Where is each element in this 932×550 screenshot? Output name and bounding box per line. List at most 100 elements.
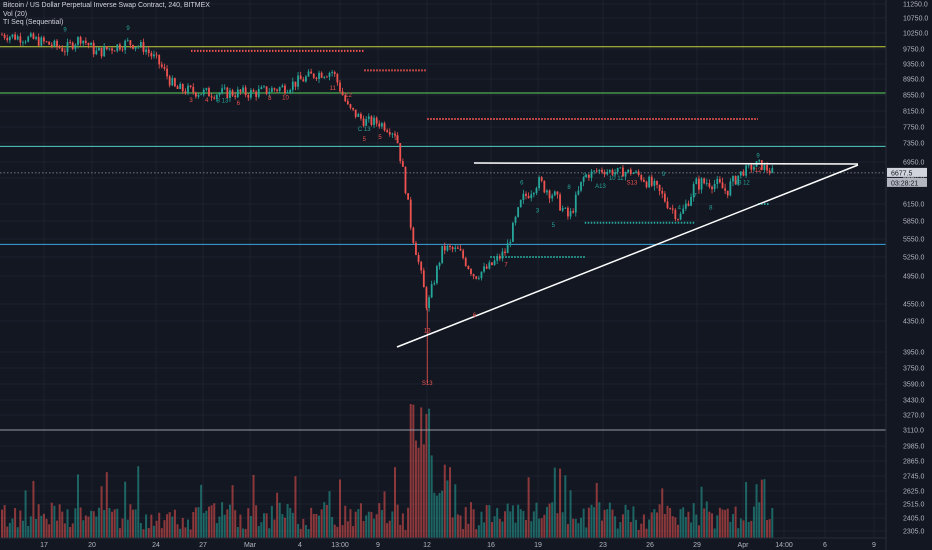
volume-bar [456,514,459,538]
volume-bar [553,467,556,538]
candle-body [375,117,378,124]
volume-bar [593,507,596,538]
price-tick-label: 10750.0 [903,16,928,23]
volume-bar [545,506,548,538]
volume-bar [1,509,3,538]
candle-body [168,76,171,86]
support-trendline[interactable] [396,164,859,348]
price-tick-label: 5250.0 [903,255,925,262]
candle-body [344,95,347,102]
volume-bar [501,521,504,538]
volume-bar [338,479,341,538]
volume-bar [650,512,653,538]
volume-bar [718,507,721,538]
volume-bar [255,505,258,538]
volume-bar [268,528,271,538]
candle-body [517,207,520,217]
sequential-count-label: 13 12 [735,181,751,187]
candle-body [561,208,564,211]
candle-body [294,81,297,87]
candle-body [87,42,90,46]
candle-body [307,71,310,77]
countdown-text: 03:28:21 [891,180,918,187]
sequential-count-label: 11 [330,86,337,92]
indicator-sequential[interactable]: TI Seq (Sequential) [3,19,64,26]
candle-body [643,179,645,182]
indicator-volume[interactable]: Vol (20) [3,10,28,18]
volume-bar [160,528,163,538]
candle-body [16,36,19,40]
candle-body [724,188,727,191]
volume-bar [483,522,486,538]
volume-bar [129,504,132,538]
volume-bar [95,516,98,538]
volume-bar [320,509,323,538]
volume-bar [221,502,224,538]
volume-bar [357,509,360,538]
volume-bar [205,510,208,538]
resistance-trendline[interactable] [473,162,859,165]
candle-body [163,66,166,69]
trendlines[interactable] [396,162,859,348]
volume-bar [747,521,750,538]
sequential-count-label: 9 [394,136,398,142]
candles [1,31,774,383]
candle-body [124,40,127,50]
volume-bar [627,509,630,538]
candle-body [645,181,648,188]
volume-bar [29,516,32,538]
volume-bar [21,520,24,538]
candle-body [328,72,331,77]
price-tick-label: 4550.0 [903,302,925,309]
candle-body [585,174,588,178]
candle-body [210,96,213,98]
time-axis[interactable]: 17 20 24 27 Mar 4 13:00 9 12 16 19 23 26 29 Apr 14:00 6 9 [0,537,886,549]
volume-bar [766,519,769,538]
volume-bar [173,509,176,538]
volume-bar [611,509,614,538]
volume-bar [559,468,562,538]
volume-bar [132,509,134,538]
volume-bar [556,513,559,538]
price-axis[interactable]: 11250.0 10750.0 10250.0 9750.0 9350.0 8950.0 8… [885,0,932,550]
volume-bar [97,507,100,538]
candle-body [768,170,771,173]
volume-bar [511,505,514,538]
candle-body [3,34,6,38]
candle-body [745,165,747,176]
candle-body [95,50,98,55]
candle-body [142,42,145,52]
sequential-count-label: 12 [755,168,762,174]
candle-body [50,44,53,46]
candle-body [771,168,774,173]
candle-body [491,262,493,265]
volume-bar [566,524,569,538]
candle-body [485,266,488,269]
volume-bar [134,509,137,538]
volume-bar [490,522,493,538]
candle-body [663,193,666,202]
candle-body [74,44,77,49]
candle-body [378,123,381,127]
volume-bar [433,492,436,538]
volume-bar [399,524,402,538]
candle-body [349,104,352,108]
candle-body [747,164,750,166]
sequential-count-label: 6 [520,181,524,187]
volume-bar [624,504,627,538]
volume-bar [517,504,520,538]
candle-body [357,113,360,117]
candle-body [535,188,538,194]
candle-body [92,42,95,55]
volume-bar [690,522,693,538]
volume-bar [755,484,758,538]
volume-bar [498,518,501,538]
time-tick-label: 12 [423,542,431,549]
candle-body [305,76,307,82]
candle-body [289,89,292,93]
candle-body [189,85,192,87]
candle-body [698,178,700,190]
volume-bar [656,512,658,538]
candle-body [734,176,737,185]
